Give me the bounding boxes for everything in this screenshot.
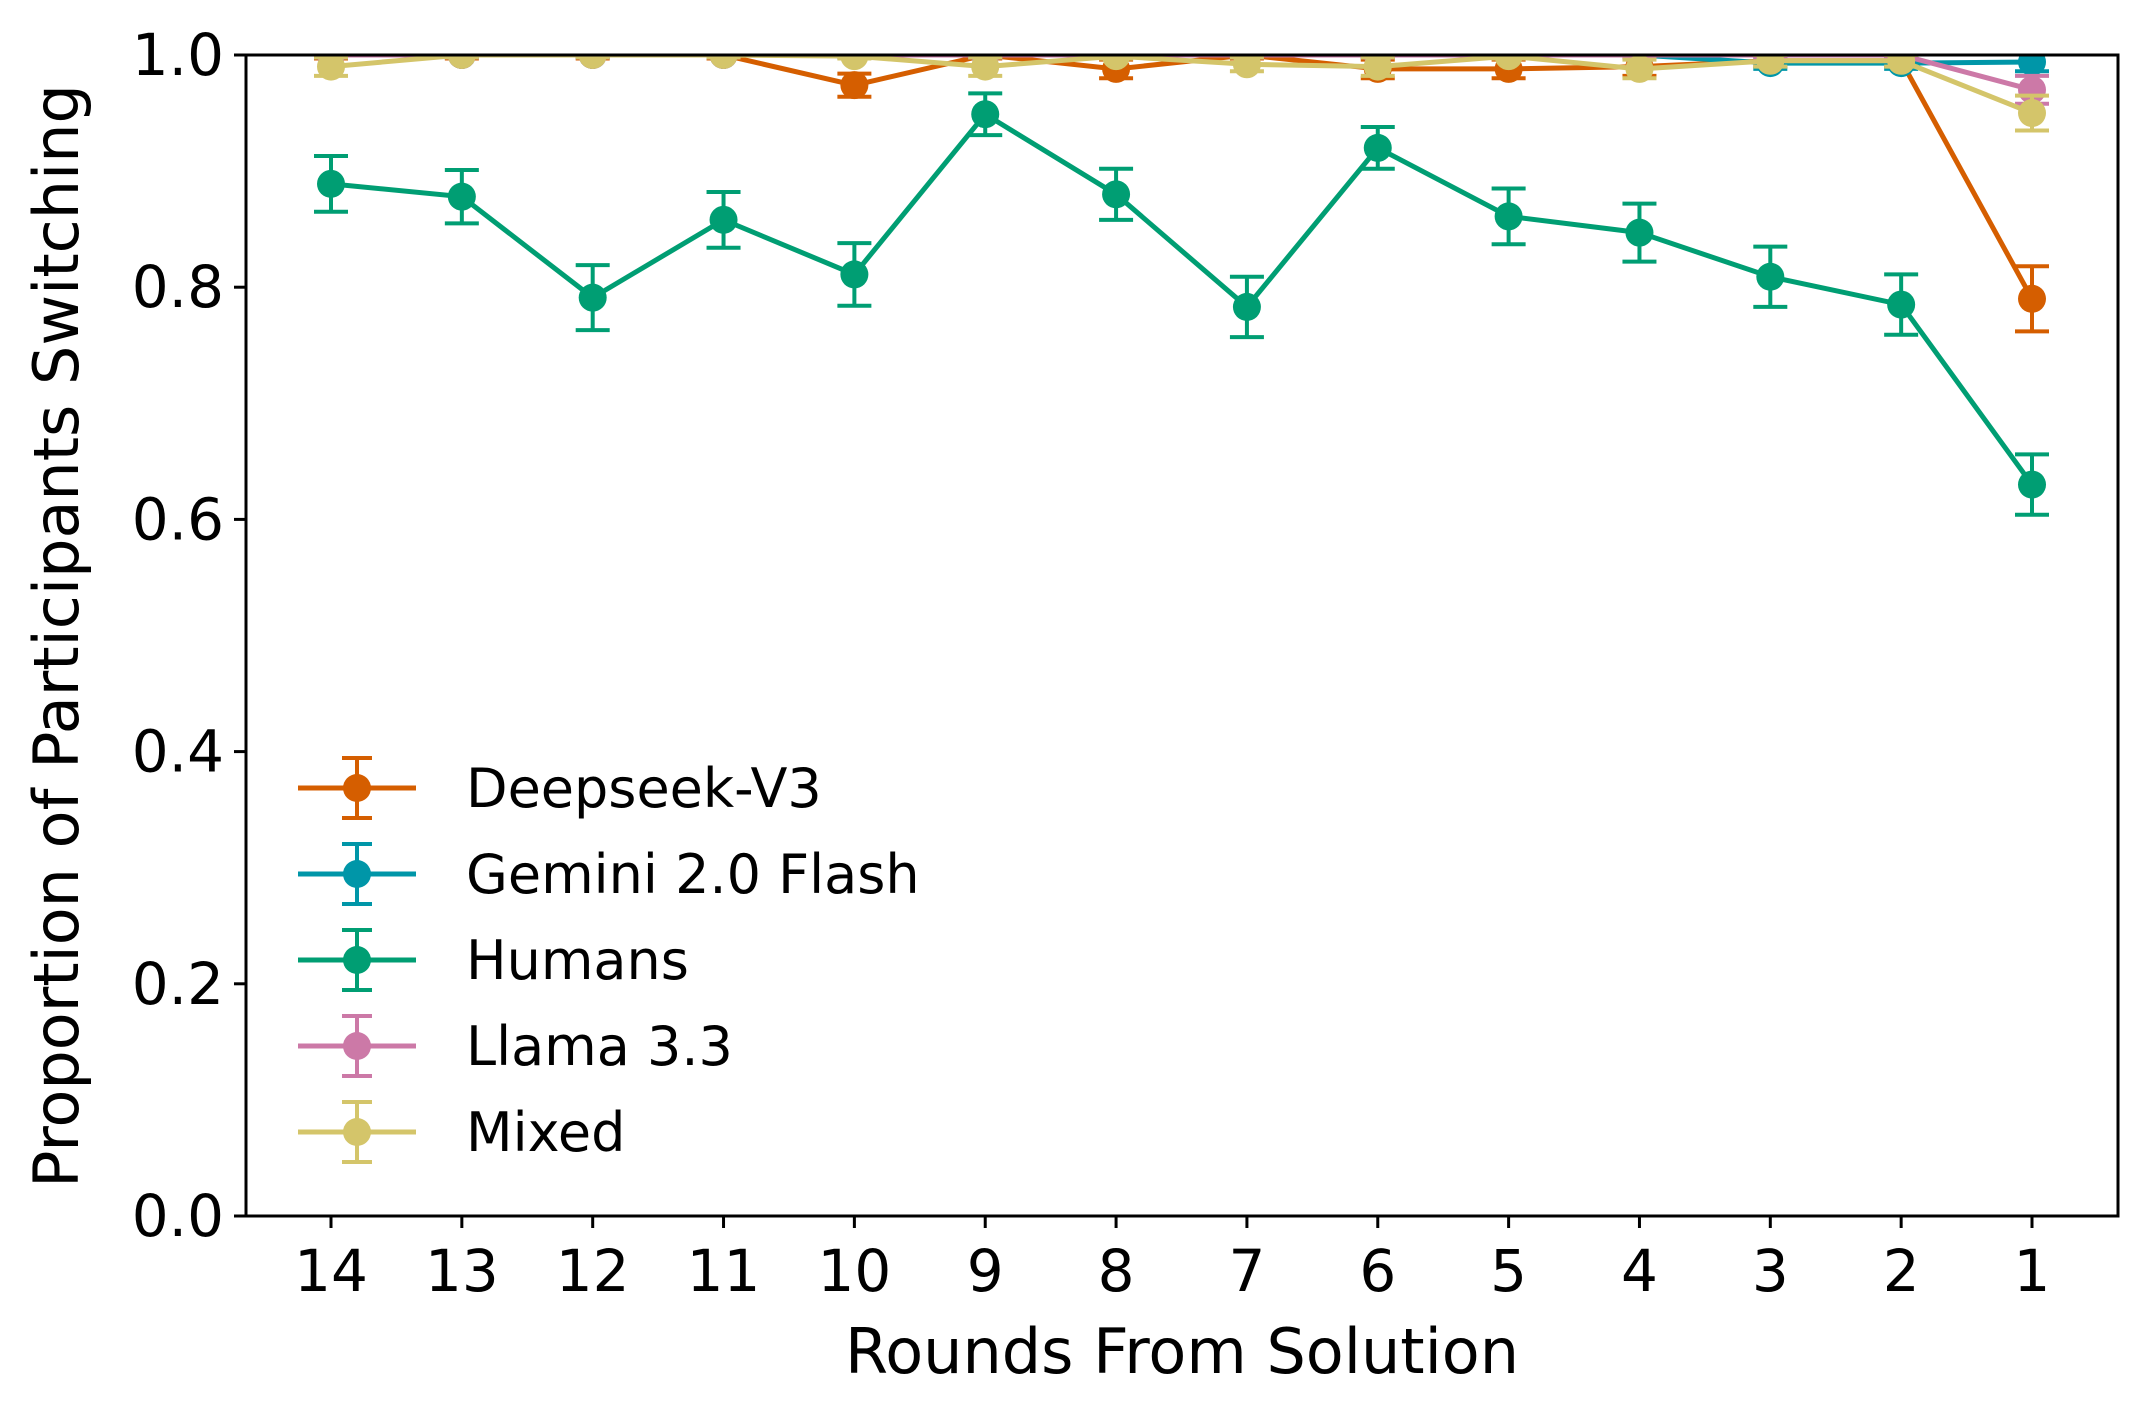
data-point [1363,133,1392,162]
data-point [1102,55,1131,71]
x-tick-label: 9 [967,1237,1004,1305]
legend-label: Deepseek-V3 [466,757,822,820]
data-point [578,55,607,69]
series-humans [314,91,2049,517]
legend-marker [343,1032,371,1060]
x-tick-label: 12 [556,1237,630,1305]
data-point [840,260,869,289]
x-axis-label: Rounds From Solution [845,1315,1519,1388]
data-point [1756,55,1785,75]
data-point [1232,55,1261,79]
legend-item: Humans [298,928,689,992]
x-tick-label: 7 [1228,1237,1265,1305]
x-tick-label: 1 [2014,1237,2051,1305]
plot-frame [244,53,2120,1218]
data-point [447,55,476,69]
legend-item: Gemini 2.0 Flash [298,842,920,906]
legend-item: Deepseek-V3 [298,756,822,820]
data-point [971,100,1000,129]
series-llama-3-3 [314,55,2049,106]
data-point [1625,218,1654,247]
x-tick-label: 6 [1359,1237,1396,1305]
legend-item: Mixed [298,1100,625,1164]
series-deepseek-v3 [314,55,2049,334]
data-point [447,182,476,211]
data-point [1625,55,1654,83]
legend-item: Llama 3.3 [298,1014,733,1078]
data-point [1494,55,1523,71]
y-tick-label: 0.4 [132,718,224,786]
legend: Deepseek-V3 Gemini 2.0 Flash Humans Llama 3… [298,756,920,1164]
y-tick-label: 0.2 [132,950,224,1018]
x-tick-label: 8 [1098,1237,1135,1305]
data-point [1102,180,1131,209]
x-tick-label: 2 [1883,1237,1920,1305]
series-layer [314,55,2049,517]
y-tick-label: 0.6 [132,485,224,553]
legend-marker [343,774,371,802]
x-tick-label: 5 [1490,1237,1527,1305]
x-tick-label: 10 [817,1237,891,1305]
data-point [2018,284,2046,313]
legend-label: Mixed [466,1101,625,1164]
x-tick-label: 14 [294,1237,368,1305]
legend-label: Gemini 2.0 Flash [466,843,920,906]
data-point [317,55,345,81]
data-point [2018,99,2046,128]
data-point [2018,470,2046,499]
y-tick-label: 0.0 [132,1182,224,1250]
series-line [331,55,2035,301]
data-point [1887,290,1916,319]
data-point [840,55,869,71]
y-axis-label: Proportion of Participants Switching [20,84,93,1188]
data-point [1363,55,1392,81]
legend-label: Humans [466,929,689,992]
legend-marker [343,946,371,974]
data-point [317,169,345,198]
series-line [330,110,2035,487]
series-mixed [314,55,2049,133]
x-tick-label: 13 [425,1237,499,1305]
data-point [709,55,738,69]
data-point [709,205,738,234]
x-tick-label: 4 [1621,1237,1658,1305]
data-point [840,71,869,100]
legend-label: Llama 3.3 [466,1015,733,1078]
y-tick-label: 0.8 [132,253,224,321]
data-point [1232,292,1261,321]
x-tick-label: 3 [1752,1237,1789,1305]
data-point [578,283,607,312]
data-point [971,55,1000,81]
legend-marker [343,860,371,888]
legend-marker [343,1118,371,1146]
y-tick-label: 1.0 [132,21,224,89]
data-point [1494,202,1523,231]
data-point [2018,55,2046,76]
x-tick-label: 11 [687,1237,761,1305]
series-line [330,55,2033,116]
data-point [1887,55,1916,75]
data-point [1756,262,1785,291]
